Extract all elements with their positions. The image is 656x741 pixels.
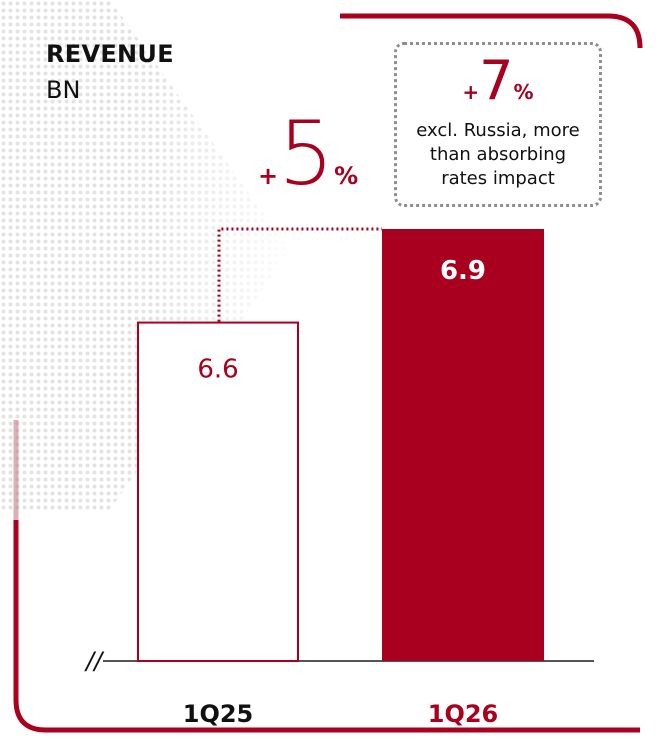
growth-connector [217, 227, 382, 322]
chart-title: REVENUE [46, 40, 174, 68]
callout-note-line: than absorbing [429, 144, 567, 165]
category-label: 1Q26 [428, 700, 499, 728]
growth-value: 5 [278, 102, 335, 205]
growth-label: +5% [258, 104, 358, 204]
callout-note: excl. Russia, more than absorbing rates … [401, 119, 595, 191]
value-label: 6.6 [197, 355, 238, 385]
chart-unit: BN [46, 76, 81, 104]
callout-box: +7% excl. Russia, more than absorbing ra… [394, 42, 602, 207]
growth-unit: % [334, 162, 359, 190]
growth-sign: + [258, 162, 279, 190]
callout-unit: % [513, 80, 534, 104]
value-label: 6.9 [440, 256, 486, 286]
callout-percent: +7% [397, 51, 599, 111]
bar-1q26 [382, 229, 544, 661]
frame-border [13, 13, 643, 733]
callout-value: 7 [479, 49, 514, 112]
callout-note-line: excl. Russia, more [416, 120, 580, 141]
bar-1q25 [137, 321, 299, 662]
callout-sign: + [462, 80, 480, 104]
axis-break-mark: // [84, 647, 105, 675]
category-label: 1Q25 [183, 700, 254, 728]
callout-note-line: rates impact [441, 168, 555, 189]
